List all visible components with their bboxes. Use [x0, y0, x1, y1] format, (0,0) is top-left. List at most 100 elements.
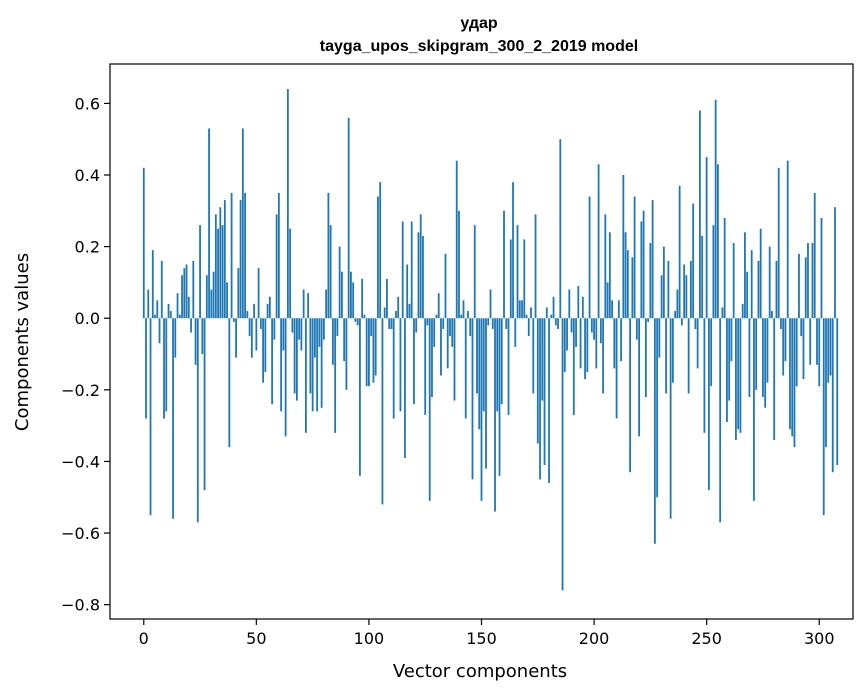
bar — [536, 318, 539, 444]
bar — [329, 225, 332, 319]
bar — [232, 318, 235, 322]
bar — [721, 307, 724, 319]
bar — [266, 303, 269, 319]
bar — [649, 243, 652, 319]
bar — [757, 260, 760, 319]
bar — [374, 318, 377, 376]
bar — [318, 318, 321, 347]
bar — [451, 318, 454, 347]
bar — [298, 318, 301, 340]
bar — [302, 289, 305, 319]
bar — [665, 318, 668, 394]
bar — [534, 214, 537, 319]
bar — [658, 318, 661, 358]
bar — [489, 289, 492, 319]
bar — [719, 318, 722, 523]
bar — [498, 318, 501, 476]
bar — [753, 318, 755, 501]
bar — [295, 318, 298, 401]
bar — [604, 214, 607, 319]
bar — [710, 318, 713, 387]
bar — [401, 221, 404, 319]
bar — [275, 214, 278, 319]
bar — [813, 192, 816, 319]
bar — [741, 303, 744, 319]
bar — [694, 318, 697, 329]
bar — [624, 232, 627, 319]
bar — [280, 318, 283, 412]
bar — [784, 318, 787, 362]
bar — [509, 239, 512, 319]
bar — [440, 318, 442, 376]
bar — [386, 278, 388, 319]
bar — [341, 271, 343, 319]
bar — [566, 318, 568, 351]
bar — [205, 275, 208, 319]
bar — [149, 318, 152, 516]
bar — [829, 318, 832, 376]
bar — [563, 318, 566, 372]
bar — [572, 318, 575, 415]
bar — [163, 318, 165, 419]
bar — [595, 318, 598, 369]
bar — [244, 192, 246, 319]
bar — [214, 214, 217, 319]
bar — [377, 196, 379, 319]
bar — [626, 250, 629, 319]
y-tick-label: −0.2 — [61, 381, 100, 400]
bar — [426, 318, 429, 326]
bar — [635, 318, 638, 340]
bar — [363, 314, 366, 319]
bar — [680, 318, 683, 326]
bar — [219, 207, 222, 319]
bar — [539, 318, 541, 480]
bar — [406, 264, 409, 319]
bar — [424, 318, 427, 415]
bar — [782, 318, 785, 376]
bar — [633, 196, 636, 319]
bar — [798, 253, 800, 319]
bar — [712, 225, 715, 319]
bar — [435, 314, 438, 319]
bar — [507, 318, 510, 415]
bar — [807, 243, 809, 319]
bar — [651, 200, 654, 319]
bar — [543, 318, 546, 466]
bar — [203, 318, 206, 491]
bar — [187, 296, 190, 319]
bar — [717, 164, 719, 319]
bar — [383, 307, 386, 319]
bar — [289, 228, 292, 319]
bar — [802, 318, 805, 380]
bar — [471, 318, 474, 480]
bar — [669, 318, 672, 519]
bar — [304, 318, 307, 433]
x-axis-label: Vector components — [393, 661, 567, 682]
bar — [300, 318, 303, 351]
bar — [701, 235, 704, 319]
bar — [768, 246, 771, 319]
bar — [505, 318, 508, 329]
bar — [818, 318, 821, 387]
bar — [399, 318, 402, 412]
bar — [246, 311, 249, 319]
bar — [579, 318, 582, 369]
bar — [158, 318, 161, 344]
bar — [199, 225, 201, 319]
bar — [311, 318, 314, 412]
bar — [750, 250, 753, 319]
bar — [415, 318, 418, 333]
bar — [696, 318, 699, 369]
bar — [268, 296, 271, 319]
bar — [667, 260, 670, 319]
bar — [453, 318, 456, 401]
y-axis-ticks: −0.8 −0.6 −0.4 −0.2 0.0 0.2 0.4 0.6 — [61, 94, 110, 615]
bar — [561, 318, 564, 591]
bar — [259, 318, 262, 329]
bar — [417, 232, 420, 319]
bar — [762, 318, 764, 397]
bar — [433, 318, 436, 347]
bar — [503, 210, 505, 319]
bar — [226, 282, 228, 319]
